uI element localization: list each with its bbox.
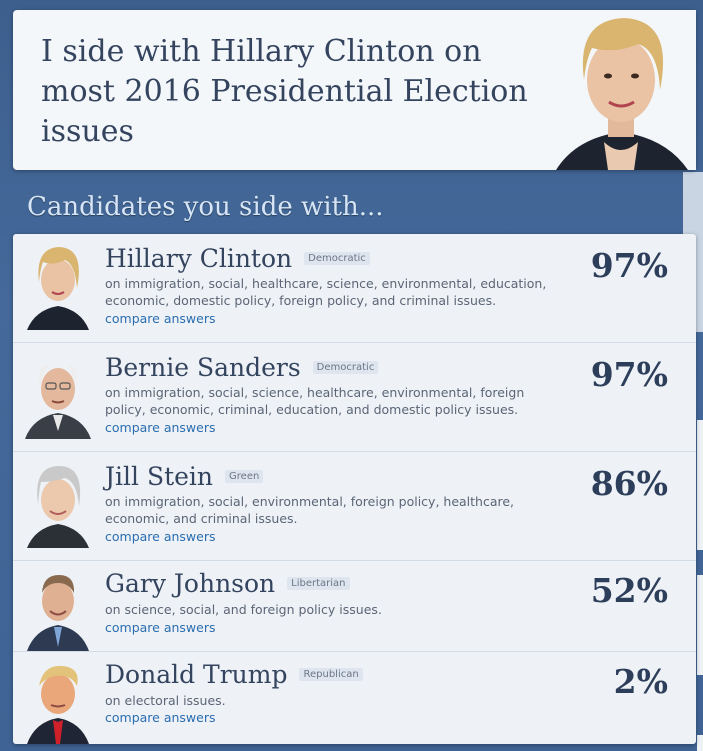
party-badge: Republican	[299, 668, 363, 681]
match-percentage: 2%	[613, 662, 668, 701]
candidate-row: Jill Stein Green on immigration, social, …	[13, 452, 696, 561]
party-badge: Libertarian	[287, 577, 350, 590]
match-percentage: 86%	[590, 464, 668, 503]
candidate-name[interactable]: Jill Stein Green	[105, 462, 264, 491]
gary-johnson-photo	[23, 563, 93, 651]
hillary-clinton-photo	[23, 242, 93, 330]
candidate-name-text[interactable]: Hillary Clinton	[105, 244, 293, 273]
candidate-row: Hillary Clinton Democratic on immigration…	[13, 234, 696, 343]
candidate-name-text[interactable]: Bernie Sanders	[105, 353, 301, 382]
result-headline: I side with Hillary Clinton on most 2016…	[41, 34, 528, 149]
candidate-name[interactable]: Gary Johnson Libertarian	[105, 569, 350, 598]
party-badge: Democratic	[312, 361, 379, 374]
compare-answers-link[interactable]: compare answers	[105, 529, 216, 544]
match-percentage: 97%	[590, 355, 668, 394]
candidate-name[interactable]: Donald Trump Republican	[105, 660, 363, 689]
hillary-clinton-portrait	[546, 10, 696, 170]
candidate-row: Donald Trump Republican on electoral issu…	[13, 652, 696, 744]
match-percentage: 97%	[590, 246, 668, 285]
donald-trump-photo	[23, 656, 93, 744]
candidate-list: Hillary Clinton Democratic on immigration…	[13, 234, 696, 744]
side-panel-edge	[697, 575, 703, 675]
party-badge: Green	[225, 470, 264, 483]
bernie-sanders-photo	[23, 351, 93, 439]
compare-answers-link[interactable]: compare answers	[105, 420, 216, 435]
side-panel-edge	[697, 420, 703, 550]
issue-summary: on immigration, social, science, healthc…	[105, 385, 525, 417]
compare-answers-link[interactable]: compare answers	[105, 620, 216, 635]
compare-answers-link[interactable]: compare answers	[105, 311, 216, 326]
section-title: Candidates you side with...	[27, 192, 384, 222]
issue-summary: on science, social, and foreign policy i…	[105, 602, 382, 617]
candidate-name-text[interactable]: Jill Stein	[105, 462, 214, 491]
jill-stein-photo	[23, 460, 93, 548]
issue-summary: on immigration, social, environmental, f…	[105, 494, 515, 526]
result-banner: I side with Hillary Clinton on most 2016…	[13, 10, 696, 170]
issue-summary: on immigration, social, healthcare, scie…	[105, 276, 547, 308]
candidate-row: Bernie Sanders Democratic on immigration,…	[13, 343, 696, 452]
candidate-name[interactable]: Hillary Clinton Democratic	[105, 244, 370, 273]
compare-answers-link[interactable]: compare answers	[105, 710, 216, 725]
candidate-name[interactable]: Bernie Sanders Democratic	[105, 353, 379, 382]
candidate-row: Gary Johnson Libertarian on science, soci…	[13, 561, 696, 652]
side-panel-edge	[697, 735, 703, 751]
issue-summary: on electoral issues.	[105, 693, 226, 708]
candidate-name-text[interactable]: Gary Johnson	[105, 569, 276, 598]
party-badge: Democratic	[304, 252, 370, 265]
candidate-name-text[interactable]: Donald Trump	[105, 660, 288, 689]
match-percentage: 52%	[590, 571, 668, 610]
